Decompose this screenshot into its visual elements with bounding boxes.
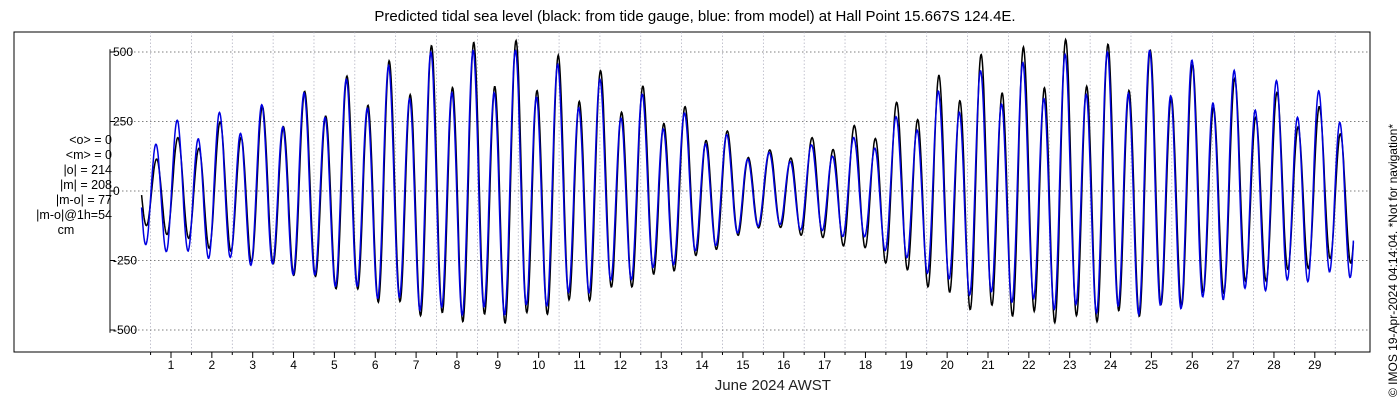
stat-unit: cm <box>57 223 75 237</box>
x-tick-label: 24 <box>1104 358 1118 372</box>
stat-mean-model: <m> = 0 <box>65 148 112 162</box>
stat-abs-difference: |m-o| = 77 <box>55 193 112 207</box>
x-tick-label: 18 <box>859 358 873 372</box>
x-tick-label: 4 <box>290 358 297 372</box>
x-tick-label: 9 <box>494 358 501 372</box>
x-tick-label: 20 <box>940 358 954 372</box>
x-tick-label: 11 <box>573 358 586 372</box>
x-tick-label: 7 <box>413 358 420 372</box>
stat-abs-difference-1h: |m-o|@1h=54 <box>36 208 112 222</box>
x-tick-label: 5 <box>331 358 338 372</box>
copyright-notice: © IMOS 19-Apr-2024 04:14:04. *Not for na… <box>1386 124 1400 397</box>
x-tick-label: 1 <box>168 358 175 372</box>
x-tick-label: 19 <box>900 358 914 372</box>
x-tick-label: 29 <box>1308 358 1322 372</box>
x-tick-label: 25 <box>1145 358 1159 372</box>
x-tick-label: 2 <box>209 358 216 372</box>
y-tick-label: 250 <box>113 115 133 129</box>
x-tick-label: 28 <box>1267 358 1281 372</box>
stat-mean-observed: <o> = 0 <box>69 133 112 147</box>
x-tick-label: 22 <box>1022 358 1036 372</box>
x-axis-label: June 2024 AWST <box>715 377 831 394</box>
x-tick-label: 10 <box>532 358 546 372</box>
x-tick-label: 16 <box>777 358 791 372</box>
x-tick-label: 6 <box>372 358 379 372</box>
series-line-model <box>140 49 1355 318</box>
y-tick-label: -250 <box>113 254 137 268</box>
stat-abs-model: |m| = 208 <box>59 178 112 192</box>
y-tick-label: 500 <box>113 45 133 59</box>
x-tick-label: 3 <box>249 358 256 372</box>
x-tick-label: 14 <box>695 358 709 372</box>
x-tick-label: 17 <box>818 358 832 372</box>
statistics-panel: <o> = 0 <m> = 0 |o| = 214 |m| = 208 |m-o… <box>0 133 112 238</box>
plot-frame <box>13 31 1371 353</box>
x-tick-label: 21 <box>981 358 995 372</box>
x-tick-label: 8 <box>454 358 461 372</box>
x-tick-label: 15 <box>736 358 750 372</box>
stat-abs-observed: |o| = 214 <box>63 163 112 177</box>
x-tick-label: 27 <box>1226 358 1240 372</box>
x-tick-label: 12 <box>614 358 628 372</box>
chart-title: Predicted tidal sea level (black: from t… <box>374 8 1016 25</box>
x-tick-label: 13 <box>655 358 669 372</box>
x-tick-label: 26 <box>1186 358 1200 372</box>
y-tick-label: -500 <box>113 323 137 337</box>
x-tick-label: 23 <box>1063 358 1077 372</box>
y-tick-label: 0 <box>113 184 120 198</box>
